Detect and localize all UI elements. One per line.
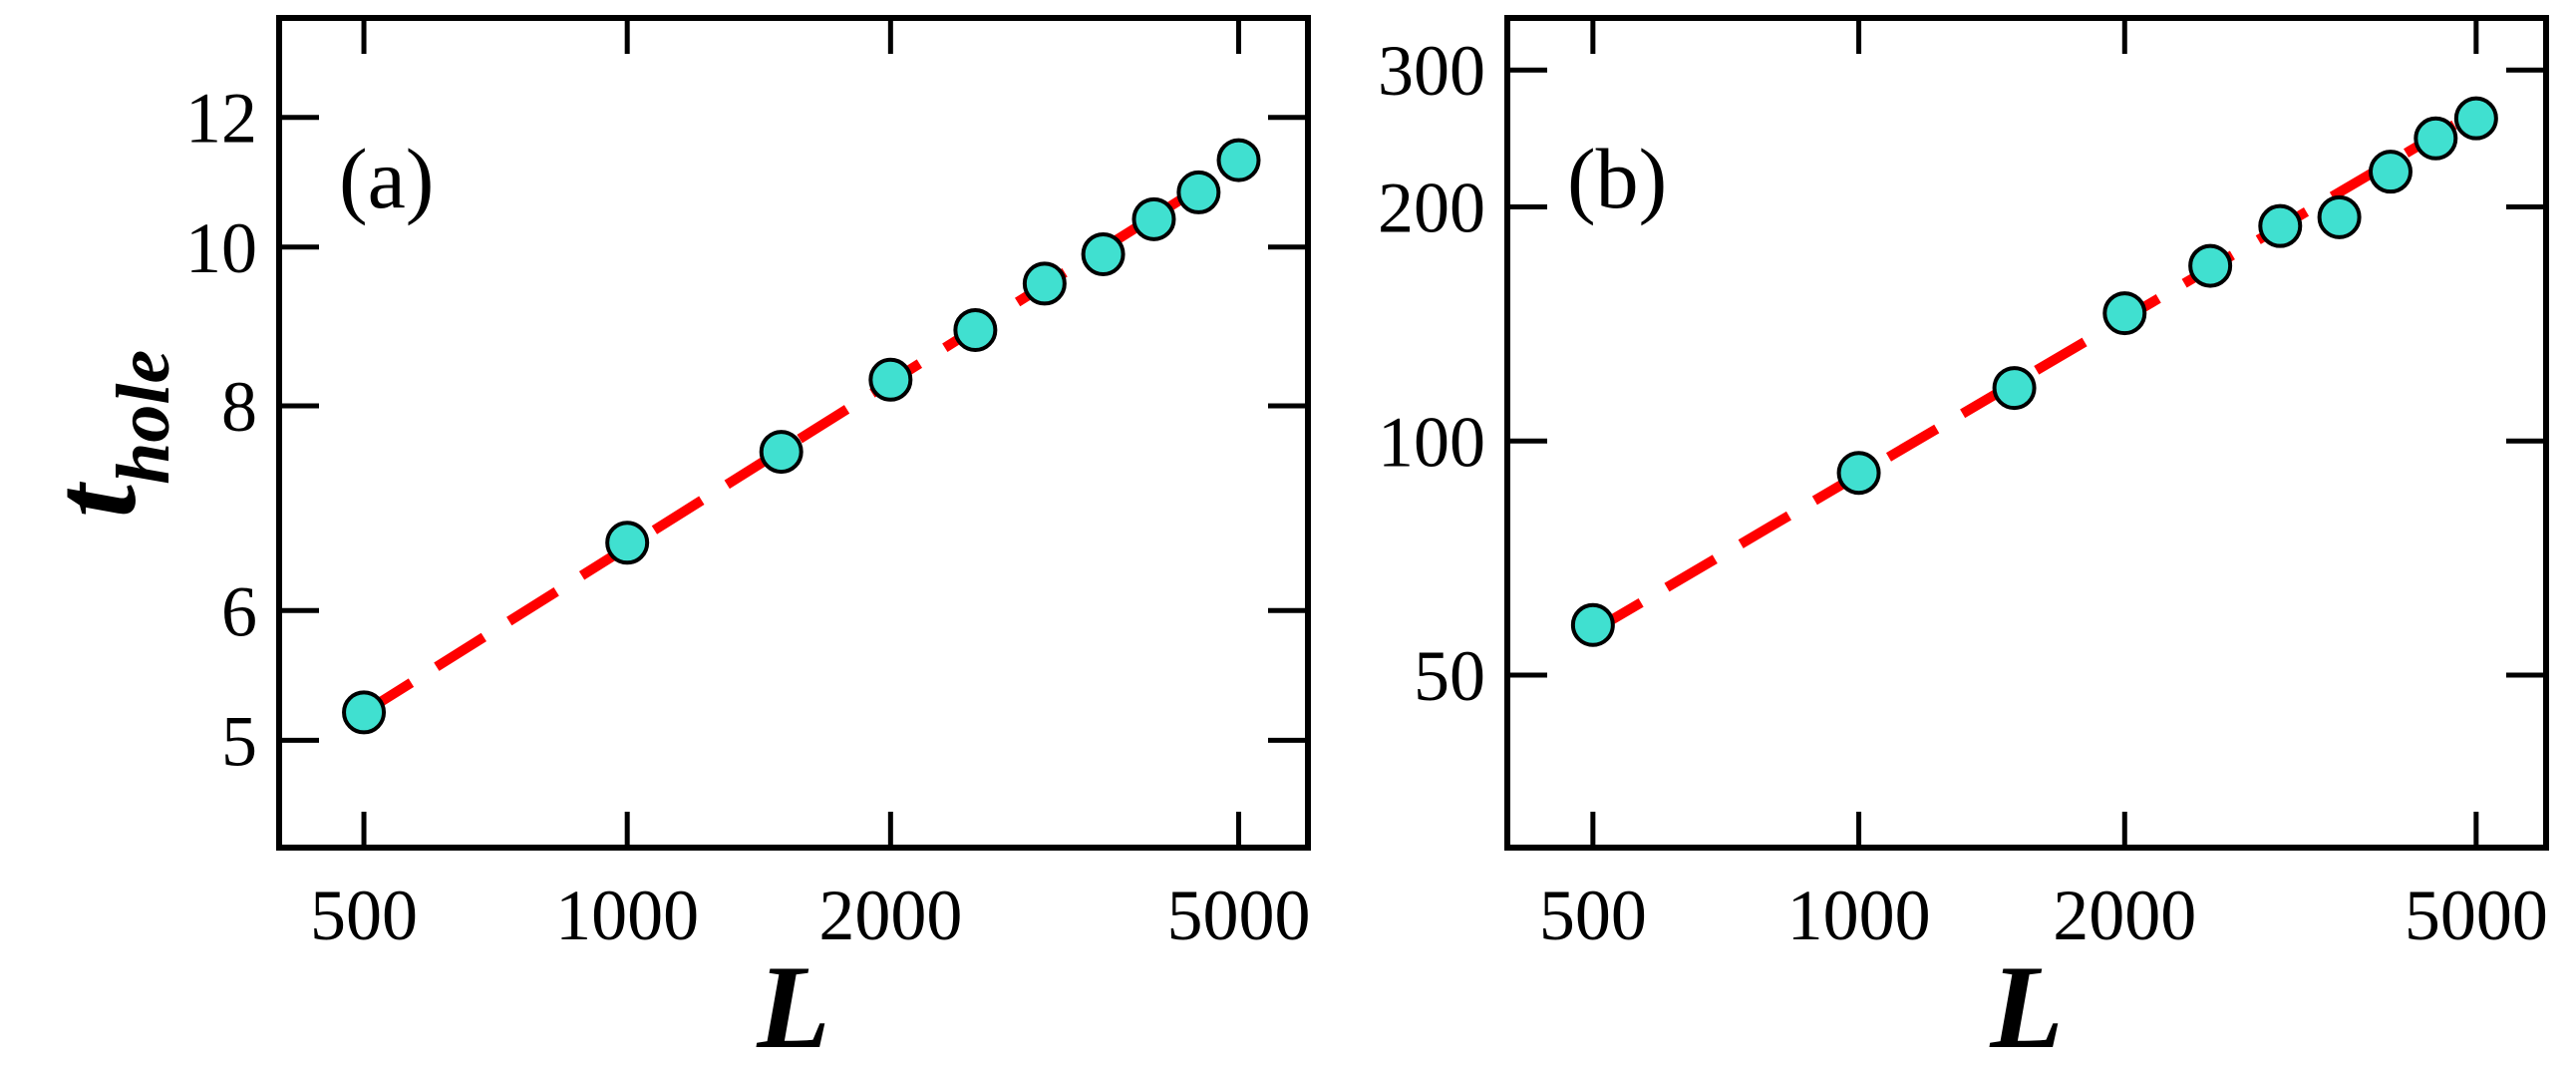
x-tick-label: 5000 (1167, 876, 1311, 955)
plot-frame (1504, 15, 2549, 851)
data-point (2102, 291, 2147, 336)
data-point (759, 430, 804, 475)
data-point (2453, 96, 2498, 141)
data-point (1992, 366, 2037, 411)
x-tick-label: 1000 (555, 876, 699, 955)
y-axis-title-subscript: hole (102, 350, 185, 485)
data-point (1022, 261, 1067, 306)
x-tick-label: 2000 (818, 876, 962, 955)
data-point (1216, 138, 1261, 182)
x-axis-title: L (1989, 940, 2063, 1066)
y-tick-label: 300 (1378, 31, 1485, 111)
data-point (1176, 170, 1221, 214)
x-axis-title: L (756, 940, 829, 1066)
y-tick-label: 5 (221, 701, 257, 781)
x-tick-label: 5000 (2405, 876, 2548, 955)
fit-line (1590, 107, 2479, 635)
y-tick-label: 10 (185, 208, 257, 288)
data-point (2258, 203, 2303, 248)
plot-frame (276, 15, 1311, 851)
data-point (1131, 196, 1176, 241)
data-point (1570, 602, 1615, 647)
y-axis-title: thole (28, 350, 185, 518)
data-point (2188, 243, 2233, 288)
x-tick-label: 500 (1539, 876, 1647, 955)
data-point (2414, 116, 2458, 161)
y-tick-label: 8 (221, 367, 257, 447)
data-point (342, 690, 387, 735)
y-tick-label: 100 (1378, 402, 1485, 482)
data-point (953, 307, 998, 352)
y-tick-label: 12 (185, 79, 257, 159)
y-tick-label: 200 (1378, 169, 1485, 248)
y-tick-label: 50 (1414, 636, 1485, 716)
x-tick-label: 2000 (2053, 876, 2196, 955)
data-point (605, 521, 650, 565)
x-tick-label: 1000 (1787, 876, 1931, 955)
data-point (2368, 150, 2413, 194)
panel-label: (b) (1567, 131, 1667, 226)
data-point (1081, 231, 1126, 276)
panel-label: (a) (339, 131, 434, 226)
data-point (1836, 451, 1881, 496)
data-point (2317, 194, 2362, 239)
chart-panel-2: 500 1000 2000 5000 50 100 200 300 (b) L (1378, 15, 2549, 1066)
y-axis-title-main: t (28, 481, 161, 518)
y-tick-label: 6 (221, 571, 257, 651)
data-point (868, 357, 913, 402)
x-tick-label: 500 (310, 876, 418, 955)
